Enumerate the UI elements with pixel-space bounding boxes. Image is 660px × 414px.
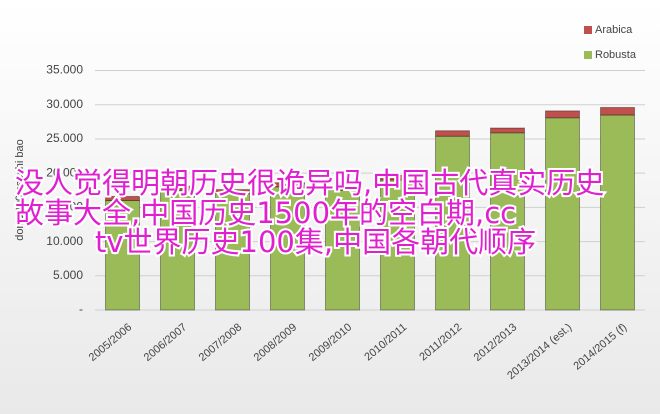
bar-segment: [600, 106, 635, 116]
y-tick-label: 30.000: [46, 97, 83, 111]
y-tick-label: 20.000: [46, 165, 83, 179]
y-tick-label: 35.000: [46, 63, 83, 77]
bar-segment: [380, 174, 415, 181]
bar-segment: [215, 189, 250, 195]
legend-swatch: [584, 51, 592, 59]
legend-swatch: [584, 26, 592, 34]
bar-segment: [435, 130, 470, 137]
bar-segment: [325, 189, 360, 311]
legend-label: Arabica: [595, 24, 633, 36]
bar-segment: [270, 182, 305, 188]
bar-segment: [545, 110, 580, 119]
y-tick-label: 5.000: [53, 268, 83, 282]
legend-label: Robusta: [595, 49, 637, 61]
bar-segment: [435, 135, 470, 311]
bar-segment: [105, 200, 140, 311]
bar-segment: [545, 117, 580, 311]
bar-segment: [160, 185, 195, 191]
y-tick-label: 15.000: [46, 200, 83, 214]
overlay-text: 故事大全,中国历史1500年的空白期,cc: [15, 196, 516, 230]
overlay-text: 没人觉得明朝历史很诡异吗,中国古代真实历史: [15, 166, 604, 200]
y-axis-label: don 1000 sacchi bao: [14, 139, 26, 241]
bar-segment: [105, 195, 140, 202]
bar-segment: [600, 114, 635, 311]
y-tick-label: 25.000: [46, 131, 83, 145]
bar-segment: [490, 127, 525, 134]
bar-segment: [325, 185, 360, 191]
y-tick-label: 10.000: [46, 234, 83, 248]
bar-segment: [490, 132, 525, 311]
y-tick-label: -: [79, 302, 83, 316]
overlay-text: tv世界历史100集,中国各朝代顺序: [95, 225, 536, 259]
